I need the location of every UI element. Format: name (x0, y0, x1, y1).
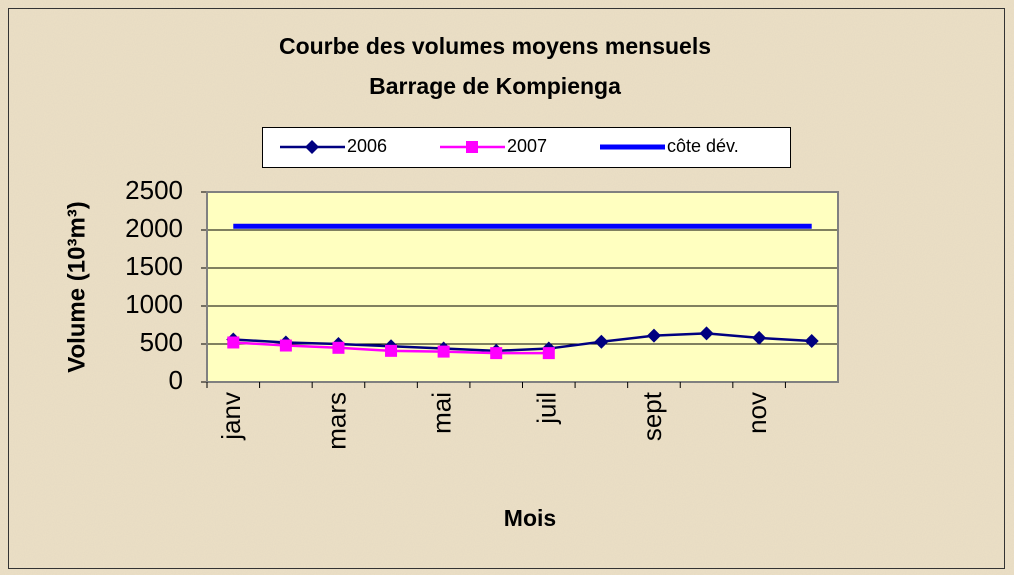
x-axis-label: Mois (504, 505, 556, 531)
x-tick-label: janv (216, 392, 246, 441)
y-tick-label: 1000 (125, 289, 183, 319)
x-tick-label: mars (321, 392, 351, 450)
y-tick-label: 0 (169, 365, 183, 395)
point (466, 141, 478, 153)
legend-label: 2006 (347, 136, 387, 156)
point (490, 347, 503, 360)
point (699, 326, 714, 341)
y-tick-label: 500 (140, 327, 183, 357)
chart-border (8, 8, 1005, 569)
x-tick-label: mai (427, 392, 457, 434)
x-tick-label: sept (637, 391, 667, 441)
legend-box (262, 127, 791, 168)
point (332, 341, 345, 354)
y-axis-label: Volume (10³m³) (63, 201, 90, 373)
point (752, 330, 767, 345)
point (437, 345, 450, 358)
chart-title: Barrage de Kompienga (369, 73, 621, 99)
legend-label: côte dév. (667, 136, 739, 156)
point (227, 336, 240, 349)
point (385, 344, 398, 357)
y-tick-label: 2500 (125, 175, 183, 205)
point (594, 334, 609, 349)
series-line (233, 332, 812, 353)
point (804, 333, 819, 348)
y-tick-label: 2000 (125, 213, 183, 243)
point (279, 339, 292, 352)
point (542, 347, 555, 360)
legend-label: 2007 (507, 136, 547, 156)
chart-title: Courbe des volumes moyens mensuels (279, 33, 711, 59)
point (646, 328, 661, 343)
x-tick-label: juil (532, 392, 562, 425)
x-tick-label: nov (742, 392, 772, 434)
y-tick-label: 1500 (125, 251, 183, 281)
point (305, 140, 319, 154)
